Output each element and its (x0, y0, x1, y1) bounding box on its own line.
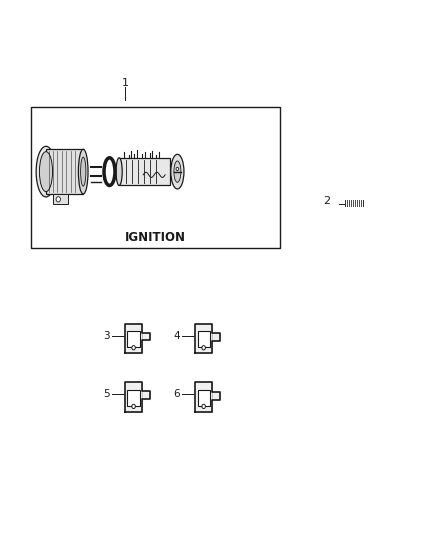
Text: 4: 4 (173, 331, 180, 341)
Ellipse shape (36, 146, 56, 197)
Ellipse shape (132, 404, 135, 408)
Ellipse shape (78, 149, 88, 194)
Text: IGNITION: IGNITION (125, 231, 186, 244)
Ellipse shape (176, 167, 179, 171)
Bar (46, 149, 83, 194)
Ellipse shape (202, 345, 205, 350)
Bar (119, 158, 170, 185)
Text: 3: 3 (103, 331, 110, 341)
Bar (198, 331, 210, 348)
Ellipse shape (174, 161, 181, 182)
Text: 1: 1 (121, 78, 128, 87)
Bar (198, 390, 210, 406)
Polygon shape (195, 324, 220, 353)
Bar (127, 331, 140, 348)
Bar (53, 194, 68, 204)
Text: 2: 2 (324, 197, 331, 206)
Ellipse shape (81, 157, 86, 186)
Ellipse shape (104, 158, 115, 185)
Text: 6: 6 (173, 390, 180, 399)
Text: 5: 5 (103, 390, 110, 399)
Polygon shape (195, 383, 220, 411)
Ellipse shape (39, 151, 53, 191)
Polygon shape (125, 383, 150, 411)
Bar (31, 107, 280, 248)
Ellipse shape (202, 404, 205, 408)
Bar (127, 390, 140, 406)
Ellipse shape (56, 197, 60, 202)
Polygon shape (125, 324, 150, 353)
Ellipse shape (171, 155, 184, 189)
Ellipse shape (116, 158, 122, 185)
Bar (345, 200, 364, 207)
Ellipse shape (132, 345, 135, 350)
